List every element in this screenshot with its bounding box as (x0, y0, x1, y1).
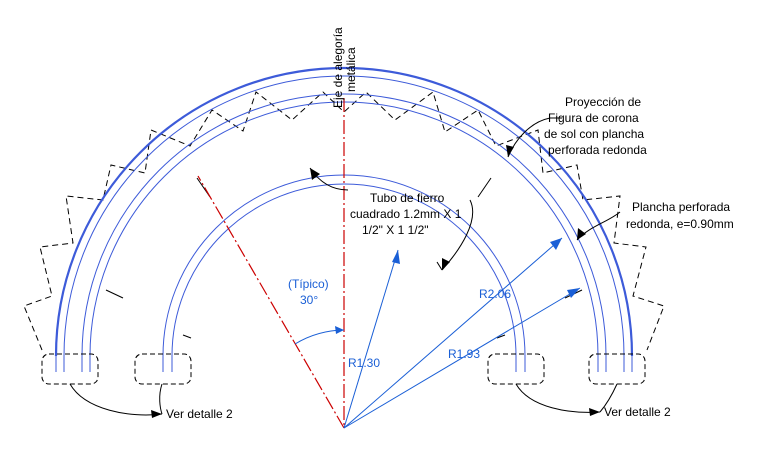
tube-label-line1: Tubo de fierro (370, 191, 445, 205)
detail-right-label: Ver detalle 2 (604, 405, 671, 419)
crown-projection-outline (23, 91, 665, 351)
detail-left-arrow-icon (151, 410, 162, 418)
detail-box-inner-left (134, 353, 192, 385)
detail-right-arrow-icon (589, 408, 600, 416)
r-mid-arrow-icon (567, 288, 580, 298)
outer-tube-arc-1 (63, 75, 625, 357)
axis-label: Eje de alegoría metálica (331, 27, 358, 108)
angle-label: 30° (300, 293, 318, 307)
tube-label-line2: cuadrado 1.2mm X 1 (350, 207, 462, 221)
plate-label-line2: redonda, e=0.90mm (626, 217, 734, 231)
radius-mid-label: R1.93 (448, 347, 480, 361)
radius-dimensions (343, 237, 581, 429)
crown-leader-arrow-icon (506, 145, 514, 157)
axis-label-line2: metálica (344, 47, 358, 92)
crown-label-line3: de sol con plancha (544, 127, 644, 141)
plate-label-line1: Plancha perforada (632, 200, 730, 214)
arc-end-caps (55, 356, 633, 372)
angle-arrow-icon (335, 326, 344, 334)
radius-inner-label: R1.30 (348, 356, 380, 370)
tube-leader-left-arrow-icon (310, 168, 320, 180)
crown-label-line1: Proyección de (565, 95, 641, 109)
tube-label: Tubo de fierro cuadrado 1.2mm X 1 1/2" X… (350, 191, 462, 237)
crown-label: Proyección de Figura de corona de sol co… (544, 95, 647, 157)
plate-leader-arrow-icon (577, 228, 586, 240)
outer-plate-arc (54, 66, 634, 357)
axis-label-line1: Eje de alegoría (331, 27, 345, 108)
plate-label: Plancha perforada redonda, e=0.90mm (626, 200, 734, 231)
inner-tube-arc-2 (171, 183, 517, 357)
detail-left-label: Ver detalle 2 (166, 407, 233, 421)
crown-label-line4: perforada redonda (548, 143, 647, 157)
radius-outer-label: R2.06 (479, 287, 511, 301)
r-inner-arrow-icon (392, 250, 400, 264)
outer-tube-arc-2 (81, 93, 607, 357)
leader-lines (69, 117, 621, 416)
angle-reference-line (197, 175, 345, 429)
tube-label-line3: 1/2" X 1 1/2" (362, 223, 429, 237)
r-outer-arrow-icon (550, 238, 562, 250)
detail-box-outer-right (588, 353, 646, 385)
radial-ties (105, 177, 583, 339)
crown-label-line2: Figura de corona (548, 111, 639, 125)
tube-leader-right-arrow-icon (442, 258, 450, 270)
typical-label: (Típico) (288, 277, 329, 291)
